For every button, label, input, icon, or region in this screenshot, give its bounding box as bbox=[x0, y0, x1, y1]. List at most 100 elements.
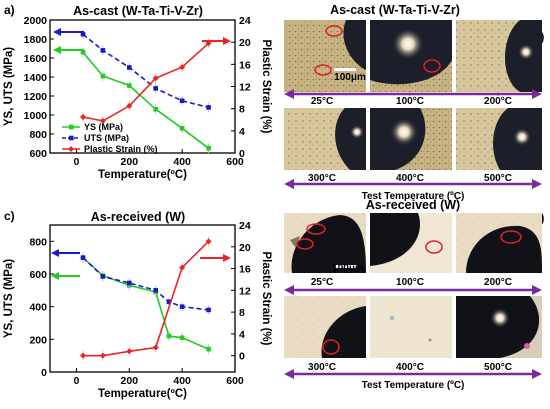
y-tick-label: 800 bbox=[29, 236, 47, 248]
tile-label-b-1: 25°C bbox=[311, 96, 333, 107]
legend-entry: Plastic Strain (%) bbox=[84, 144, 158, 154]
y-tick-label: 1600 bbox=[24, 53, 48, 65]
axis-arrow-head bbox=[53, 28, 61, 36]
panel-a-title: As-cast (W-Ta-Ti-V-Zr) bbox=[73, 4, 203, 18]
indent-shadow bbox=[370, 213, 420, 266]
x-tick-label: 0 bbox=[74, 375, 80, 387]
y2-tick-label: 16 bbox=[239, 264, 251, 276]
data-point bbox=[100, 48, 106, 53]
data-point bbox=[179, 335, 185, 340]
series-line bbox=[82, 257, 209, 350]
crack-circle-marker bbox=[325, 25, 343, 37]
y2-tick-label: 20 bbox=[239, 242, 251, 254]
x-tick-label: 400 bbox=[173, 156, 191, 168]
series-line bbox=[82, 33, 209, 109]
crack-circle-marker bbox=[314, 64, 332, 76]
scale-bar bbox=[335, 265, 357, 268]
tile-label-d-4: 300°C bbox=[308, 362, 336, 373]
data-point bbox=[99, 352, 106, 359]
micrograph-b-200c: 200°C bbox=[456, 20, 542, 107]
y2-axis-label: Plastic Strain (%) bbox=[260, 252, 272, 346]
legend-entry: UTS (MPa) bbox=[84, 133, 129, 143]
micrograph-b-25c: 25°C bbox=[284, 20, 366, 107]
y-tick-label: 1400 bbox=[24, 72, 48, 84]
plot-area-a: 0 200 400 600600800100012001400160018002000… bbox=[3, 15, 272, 181]
tile-label-b-2: 100°C bbox=[396, 96, 424, 107]
panel-d: As-received (W) d) 100μm 25°C 100°C 200°… bbox=[284, 198, 544, 391]
scale-bar-label: 100μm bbox=[332, 263, 364, 274]
data-point bbox=[126, 65, 132, 70]
tile-label-b-6: 500°C bbox=[484, 173, 512, 184]
data-point bbox=[80, 352, 87, 359]
indent-shadow bbox=[335, 108, 366, 170]
y2-tick-label: 12 bbox=[239, 285, 251, 297]
micrograph-d-100c: 100°C bbox=[370, 213, 452, 288]
y-tick-label: 600 bbox=[29, 148, 47, 160]
data-point bbox=[166, 333, 172, 339]
y2-tick-label: 20 bbox=[239, 37, 251, 49]
data-point bbox=[153, 107, 159, 112]
y2-tick-label: 8 bbox=[239, 307, 245, 319]
tile-label-d-6: 500°C bbox=[484, 362, 512, 373]
y-tick-label: 1800 bbox=[24, 34, 48, 46]
y-tick-label: 400 bbox=[29, 302, 47, 314]
panel-c-label: c) bbox=[4, 209, 15, 223]
tile-label-d-3: 200°C bbox=[484, 277, 512, 288]
axis-caption-b: Test Temperature (ºC) bbox=[362, 191, 465, 202]
data-point bbox=[80, 31, 86, 37]
panel-b: As-cast (W-Ta-Ti-V-Zr) b) 25°C 100μm 100… bbox=[284, 3, 544, 202]
data-point bbox=[126, 280, 132, 286]
y-tick-label: 1200 bbox=[24, 91, 48, 103]
crack-circle-marker bbox=[425, 240, 443, 254]
data-point bbox=[206, 145, 211, 151]
panel-c-title: As-received (W) bbox=[91, 210, 185, 224]
micrograph-d-400c: 400°C bbox=[370, 296, 452, 373]
tile-label-d-5: 400°C bbox=[396, 362, 424, 373]
axis-arrow-head bbox=[223, 254, 231, 262]
indent-shadow bbox=[343, 20, 366, 70]
data-point bbox=[179, 64, 186, 71]
data-point bbox=[206, 307, 211, 313]
panel-c: c) As-received (W) 0 200 400 60002004006008… bbox=[3, 209, 272, 400]
panel-a-label: a) bbox=[4, 3, 15, 17]
temperature-arrow-d-bottom bbox=[284, 369, 542, 379]
plot-frame bbox=[49, 224, 236, 373]
data-point bbox=[152, 344, 159, 351]
axis-arrow-head bbox=[223, 37, 231, 45]
micrograph-d-200c: 200°C bbox=[456, 213, 542, 288]
y2-tick-label: 16 bbox=[239, 59, 251, 71]
data-point bbox=[80, 50, 86, 55]
axis-arrow-head bbox=[51, 272, 59, 280]
panel-b-title: As-cast (W-Ta-Ti-V-Zr) bbox=[330, 3, 460, 17]
x-tick-label: 200 bbox=[121, 375, 139, 387]
y-tick-label: 0 bbox=[41, 367, 47, 379]
y2-tick-label: 24 bbox=[239, 15, 251, 27]
data-point bbox=[152, 75, 159, 82]
plot-area-c: 0 200 400 600 0 200 400 600 800 0 4 8 12 16 20 24 Temper… bbox=[3, 220, 272, 400]
crack-circle-marker bbox=[423, 59, 441, 73]
scale-bar bbox=[334, 68, 356, 71]
axis-caption-d: Test Temperature (ºC) bbox=[362, 380, 465, 391]
series-line bbox=[83, 240, 210, 357]
y2-tick-label: 4 bbox=[239, 126, 245, 138]
series-line bbox=[82, 257, 209, 311]
x-tick-label: 400 bbox=[173, 375, 191, 387]
axis-arrow-head bbox=[51, 249, 59, 257]
x-tick-label: 600 bbox=[226, 375, 244, 387]
temperature-arrow-b-bottom bbox=[284, 179, 542, 189]
axis-arrow-head bbox=[53, 46, 61, 54]
micrograph-b-100c: 100μm 100°C bbox=[334, 20, 452, 107]
indent-shadow bbox=[291, 215, 366, 273]
data-point bbox=[126, 102, 133, 109]
data-point bbox=[99, 117, 106, 124]
x-axis-label: Temperature(ºC) bbox=[98, 388, 187, 400]
data-point bbox=[179, 98, 185, 104]
panel-a: a) As-cast (W-Ta-Ti-V-Zr) 0 200 400 6006008… bbox=[3, 3, 272, 181]
crack-circle-marker bbox=[306, 223, 326, 235]
data-point bbox=[206, 105, 211, 110]
x-tick-label: 600 bbox=[226, 156, 244, 168]
data-point bbox=[179, 264, 186, 271]
y-tick-label: 2000 bbox=[24, 15, 48, 27]
data-point bbox=[153, 86, 159, 91]
data-point bbox=[100, 274, 106, 279]
